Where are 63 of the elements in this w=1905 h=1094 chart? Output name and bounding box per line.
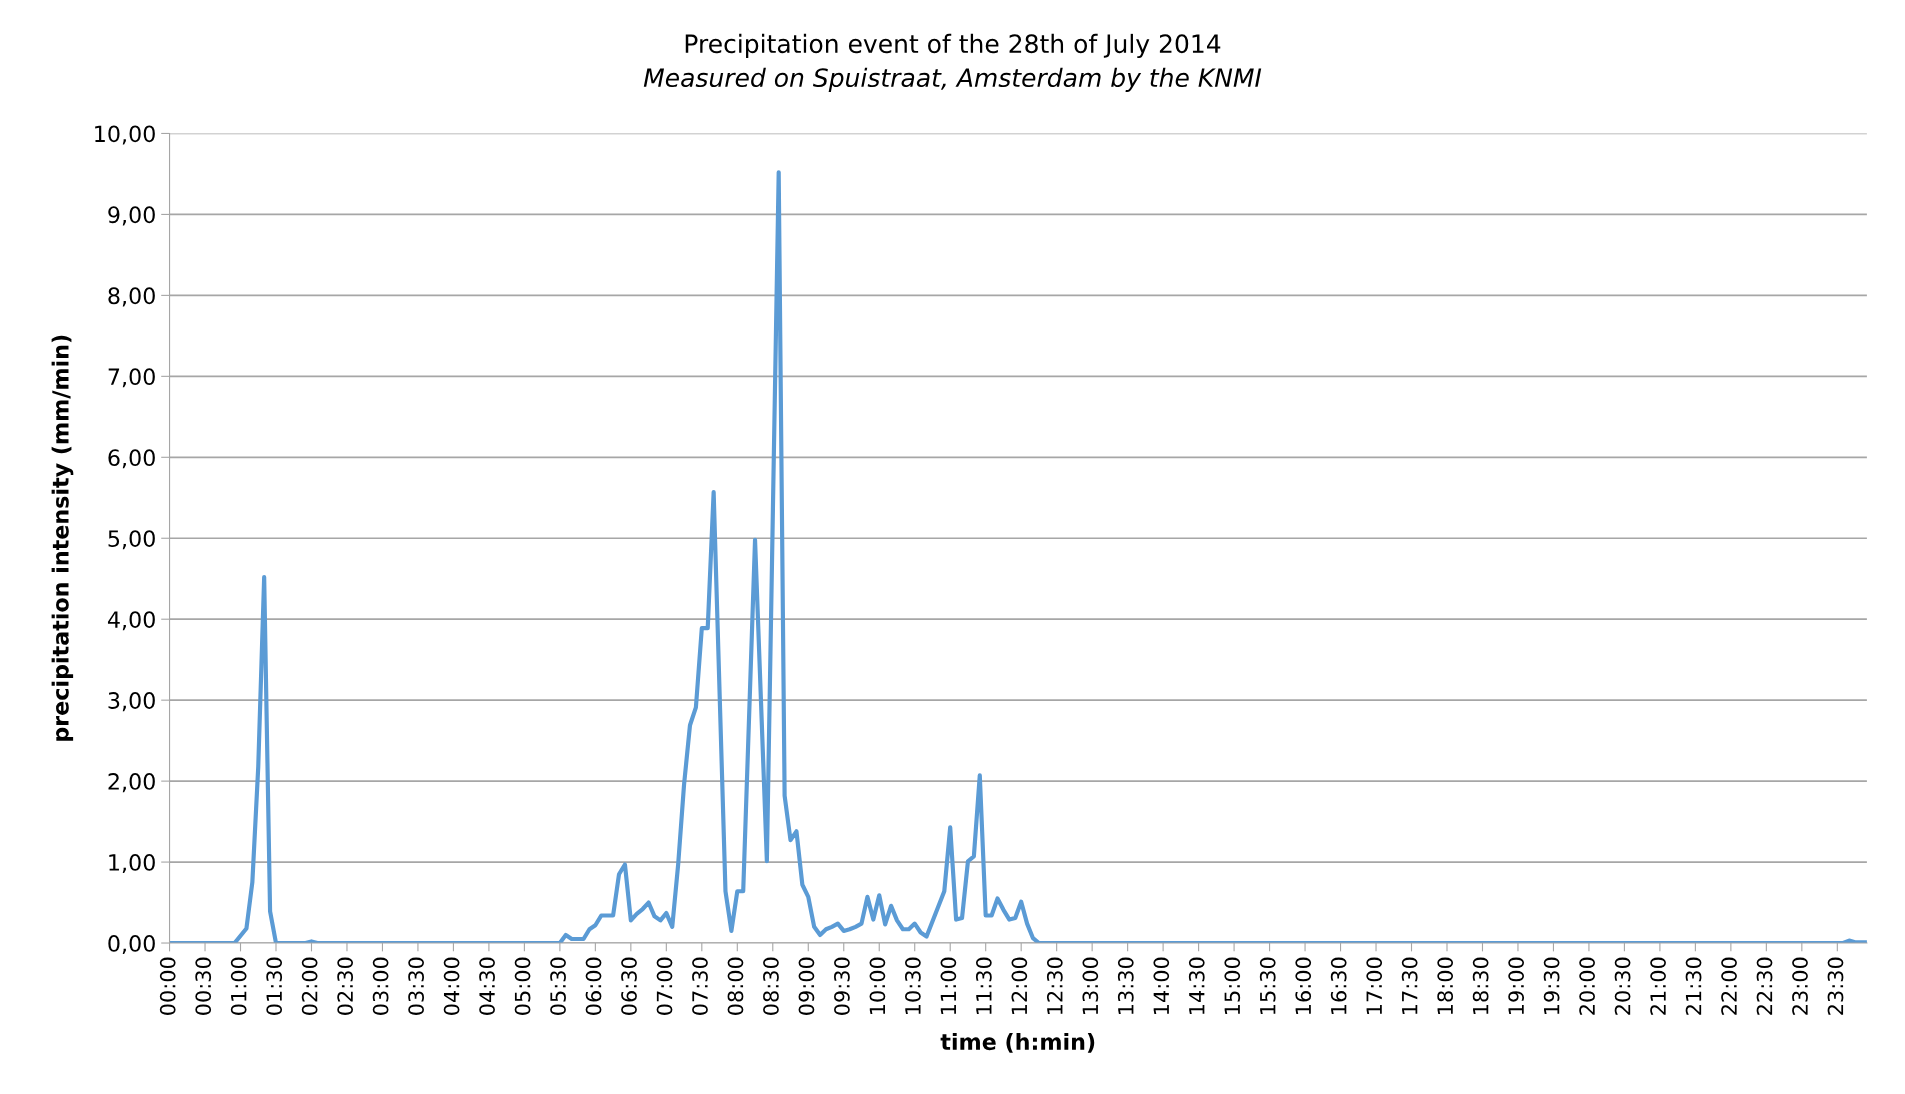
y-tick-label: 4,00	[107, 611, 155, 631]
y-tick-label: 3,00	[108, 692, 155, 712]
y-tick-label: 7,00	[108, 368, 155, 388]
y-tick-label: 6,00	[108, 449, 155, 469]
x-tick-label: 00:00	[159, 957, 176, 1015]
x-tick-label: 12:30	[1046, 957, 1063, 1014]
x-tick-label: 23:00	[1792, 957, 1808, 1015]
x-tick-label: 04:00	[443, 957, 460, 1015]
x-tick-label: 18:00	[1437, 957, 1454, 1014]
x-tick-label: 22:30	[1756, 957, 1773, 1015]
x-tick-label: 04:30	[479, 957, 495, 1015]
x-tick-label: 13:30	[1117, 957, 1134, 1014]
x-tick-label: 23:30	[1827, 957, 1844, 1015]
x-tick-label: 11:00	[940, 957, 957, 1014]
x-tick-label: 21:00	[1650, 957, 1666, 1015]
x-tick-label: 19:30	[1543, 957, 1560, 1014]
x-tick-label: 03:30	[408, 957, 424, 1015]
x-tick-label: 14:00	[1153, 957, 1170, 1014]
y-tick-label: 0,00	[108, 934, 155, 955]
chart-subtitle: Measured on Spuistraat, Amsterdam by the KNMI	[643, 67, 1262, 92]
x-tick-label: 07:00	[656, 957, 673, 1015]
x-tick-label: 20:00	[1579, 957, 1595, 1015]
x-tick-label: 07:30	[692, 957, 708, 1015]
y-tick-label: 10,00	[95, 125, 155, 145]
x-tick-label: 17:30	[1401, 957, 1418, 1014]
x-tick-label: 12:00	[1011, 957, 1028, 1014]
x-axis-title: time (h:min)	[940, 1032, 1095, 1053]
x-tick-label: 16:00	[1295, 957, 1312, 1014]
x-tick-label: 05:30	[550, 957, 566, 1015]
x-tick-label: 17:00	[1366, 957, 1383, 1014]
x-tick-label: 06:00	[585, 957, 602, 1015]
x-tick-label: 01:30	[266, 957, 283, 1015]
x-tick-label: 06:30	[621, 957, 637, 1015]
x-tick-label: 02:30	[337, 957, 354, 1015]
x-tick-label: 15:30	[1259, 957, 1276, 1014]
y-tick-label: 5,00	[108, 530, 155, 550]
x-tick-label: 08:00	[727, 957, 744, 1015]
x-tick-label: 21:30	[1685, 957, 1702, 1015]
x-tick-label: 16:30	[1330, 957, 1347, 1014]
y-tick-label: 9,00	[108, 206, 155, 226]
x-tick-label: 03:00	[372, 957, 389, 1015]
x-tick-label: 15:00	[1224, 957, 1241, 1014]
x-tick-label: 08:30	[763, 957, 779, 1015]
x-tick-label: 02:00	[301, 957, 318, 1015]
y-axis-title: precipitation intensity (mm/min)	[51, 335, 74, 741]
x-tick-label: 00:30	[195, 957, 212, 1015]
x-tick-label: 05:00	[514, 957, 531, 1015]
x-tick-label: 11:30	[975, 957, 992, 1014]
y-tick-label: 2,00	[108, 773, 155, 793]
x-tick-label: 22:00	[1721, 957, 1737, 1015]
x-tick-label: 10:30	[905, 957, 921, 1014]
x-tick-label: 18:30	[1472, 957, 1489, 1014]
x-tick-label: 14:30	[1188, 957, 1205, 1014]
x-tick-label: 13:00	[1082, 957, 1099, 1014]
x-tick-label: 09:30	[834, 957, 850, 1015]
y-tick-label: 1,00	[109, 854, 155, 874]
y-tick-label: 8,00	[108, 287, 155, 307]
x-tick-label: 10:00	[869, 957, 886, 1014]
chart-title: Precipitation event of the 28th of July 2014	[685, 33, 1221, 59]
x-tick-label: 09:00	[798, 957, 815, 1015]
x-tick-label: 20:30	[1614, 957, 1631, 1015]
x-tick-label: 19:00	[1508, 957, 1525, 1014]
x-tick-label: 01:00	[230, 957, 247, 1015]
